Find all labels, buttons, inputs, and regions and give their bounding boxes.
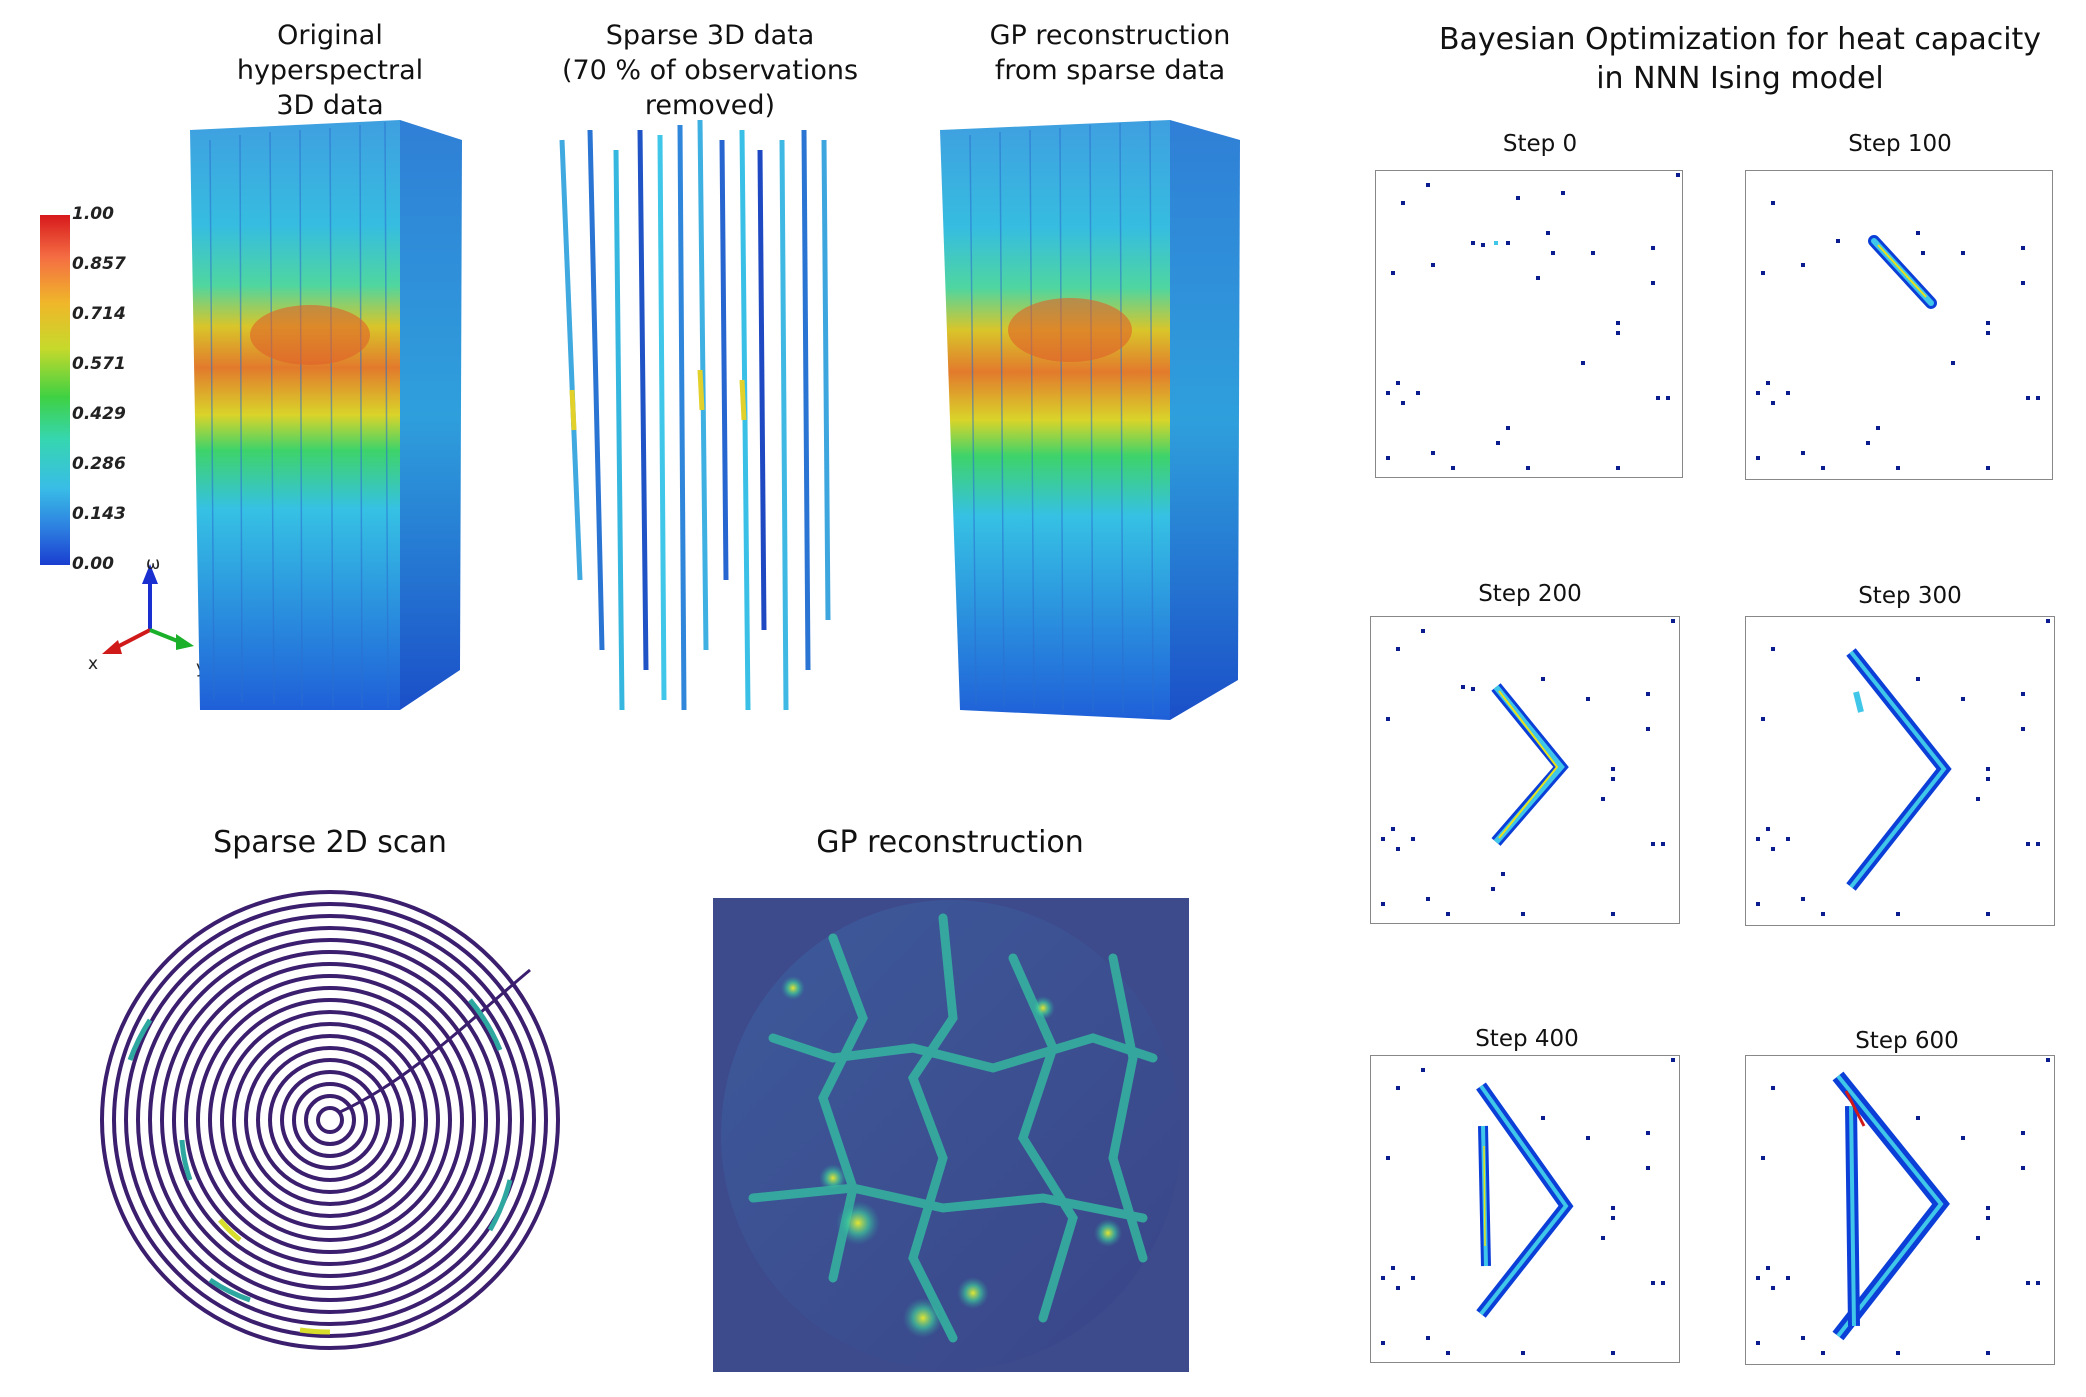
title-bayesian-optimization: Bayesian Optimization for heat capacity … <box>1438 22 2042 96</box>
colorbar-tick: 0.286 <box>72 454 126 474</box>
axis-label-omega: ω <box>146 554 161 574</box>
step-0-map <box>1375 170 1683 478</box>
axis-triad-icon <box>102 564 194 654</box>
sparse-3d-volume <box>559 119 831 711</box>
step-200-map <box>1370 616 1680 924</box>
title-original-3d: Original hyperspectral 3D data <box>236 20 424 122</box>
step-label: Step 100 <box>1848 131 1952 157</box>
title-sparse-2d-scan: Sparse 2D scan <box>213 825 447 860</box>
colorbar-tick: 0.00 <box>72 554 114 574</box>
title-gp-3d: GP reconstruction from sparse data <box>989 20 1231 87</box>
gp-2d-reconstruction <box>713 898 1189 1372</box>
sparse-2d-spiral-scan <box>100 890 560 1350</box>
title-gp-2d: GP reconstruction <box>816 825 1084 860</box>
axis-label-x: x <box>88 654 99 674</box>
colorbar-tick: 0.714 <box>72 304 126 324</box>
title-sparse-3d: Sparse 3D data (70 % of observations rem… <box>561 20 859 122</box>
colorbar <box>40 215 70 565</box>
step-100-map <box>1745 170 2053 480</box>
original-3d-volume <box>190 120 462 710</box>
step-label: Step 400 <box>1475 1026 1579 1052</box>
step-300-map <box>1745 616 2055 926</box>
step-400-map <box>1370 1055 1680 1363</box>
step-label: Step 0 <box>1502 131 1578 157</box>
colorbar-tick: 0.571 <box>72 354 126 374</box>
step-600-map <box>1745 1055 2055 1365</box>
step-label: Step 300 <box>1858 583 1962 609</box>
step-label: Step 200 <box>1478 581 1582 607</box>
gp-3d-volume <box>940 120 1240 720</box>
colorbar-tick: 0.857 <box>72 254 126 274</box>
colorbar-tick: 0.429 <box>72 404 126 424</box>
step-label: Step 600 <box>1855 1028 1959 1054</box>
colorbar-tick: 0.143 <box>72 504 126 524</box>
colorbar-tick: 1.00 <box>72 204 114 224</box>
